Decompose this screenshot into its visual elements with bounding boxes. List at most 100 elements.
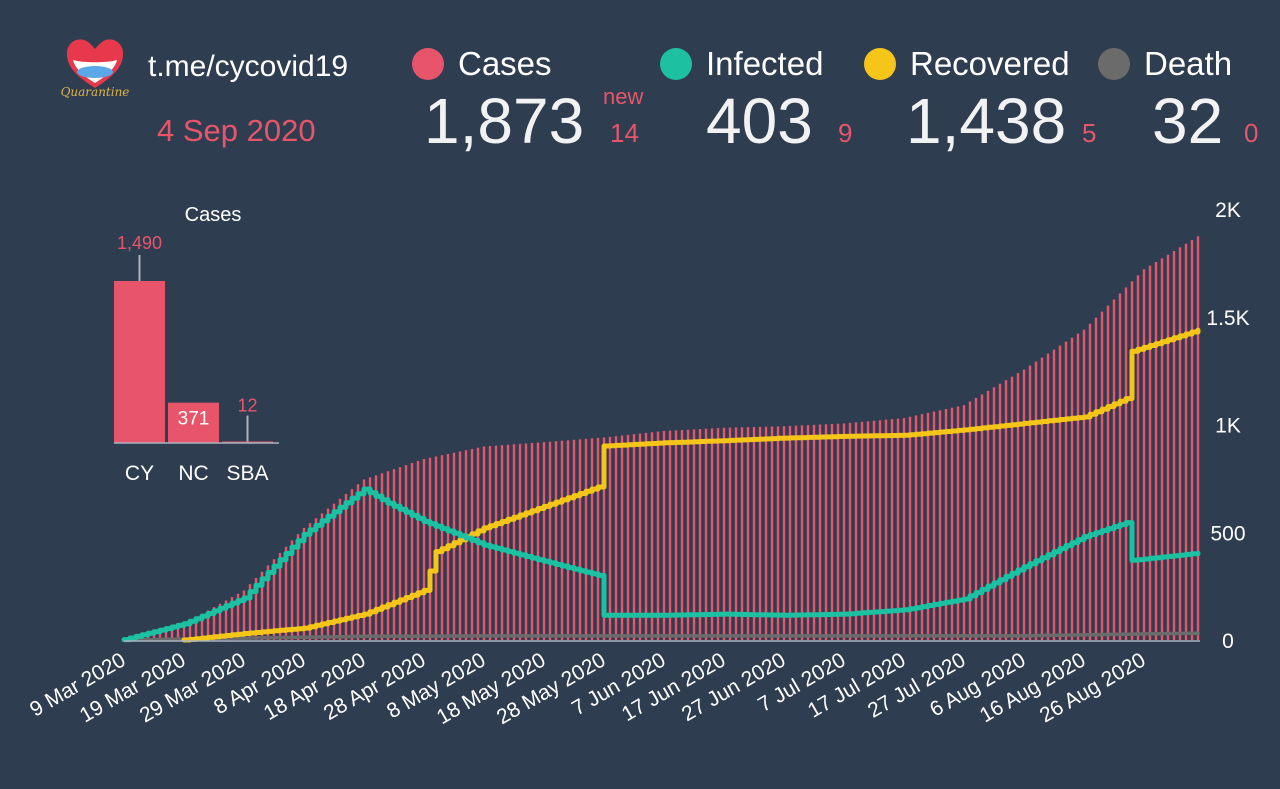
daily-case-bar xyxy=(1052,349,1056,640)
report-date: 4 Sep 2020 xyxy=(157,113,316,148)
daily-case-bar xyxy=(782,426,786,640)
daily-case-bar xyxy=(596,437,600,640)
daily-case-bar xyxy=(746,427,750,640)
daily-case-bar xyxy=(524,443,528,640)
daily-case-bar xyxy=(812,424,816,640)
daily-case-bar xyxy=(296,534,300,640)
region-category-label: NC xyxy=(178,462,208,485)
daily-case-bar xyxy=(212,607,216,640)
daily-case-bar xyxy=(722,427,726,640)
legend-death: Death xyxy=(1098,45,1232,83)
daily-case-bar xyxy=(1064,341,1068,640)
daily-case-bar xyxy=(866,421,870,640)
daily-case-bar xyxy=(680,429,684,640)
svg-text:Quarantine: Quarantine xyxy=(61,85,130,99)
daily-case-bar xyxy=(890,419,894,640)
daily-case-bar xyxy=(884,419,888,640)
daily-case-bar xyxy=(992,387,996,640)
daily-case-bar xyxy=(1196,236,1200,640)
y-tick-label: 1K xyxy=(1215,415,1241,438)
daily-case-bar xyxy=(770,426,774,640)
daily-case-bar xyxy=(1022,369,1026,640)
daily-case-bar xyxy=(404,465,408,640)
daily-case-bar xyxy=(536,442,540,640)
daily-case-bar xyxy=(590,438,594,640)
cases-label: Cases xyxy=(458,45,552,82)
daily-case-bar xyxy=(182,623,186,640)
daily-case-bar xyxy=(950,407,954,640)
trend-lines xyxy=(121,327,1201,643)
region-cases-chart: Cases 1,490 CY 371 NC 12 SBA xyxy=(114,204,279,485)
daily-case-bar xyxy=(458,451,462,640)
daily-case-bar xyxy=(224,600,228,640)
daily-case-bar xyxy=(356,484,360,640)
death-total: 32 xyxy=(1152,85,1224,157)
daily-case-bar xyxy=(1130,281,1134,640)
daily-case-bar xyxy=(704,428,708,640)
recovered-label: Recovered xyxy=(910,45,1070,82)
recovered-total: 1,438 xyxy=(906,85,1067,157)
daily-case-bar xyxy=(986,390,990,640)
new-label: new xyxy=(603,84,644,109)
daily-case-bar xyxy=(248,584,252,640)
legend-recovered: Recovered xyxy=(864,45,1070,83)
daily-case-bar xyxy=(896,418,900,640)
daily-case-bar xyxy=(410,463,414,640)
daily-case-bar xyxy=(938,410,942,640)
daily-case-bar xyxy=(290,540,294,640)
daily-case-bar xyxy=(800,425,804,640)
daily-case-bar xyxy=(1172,251,1176,640)
daily-case-bar xyxy=(1010,376,1014,640)
channel-link[interactable]: t.me/cycovid19 xyxy=(148,50,349,83)
region-category-label: SBA xyxy=(226,462,268,485)
daily-case-bar xyxy=(686,429,690,640)
daily-case-bar xyxy=(740,427,744,640)
daily-case-bar xyxy=(542,442,546,640)
daily-case-bar xyxy=(1160,258,1164,640)
daily-case-bar xyxy=(1058,345,1062,640)
daily-case-bar xyxy=(926,412,930,640)
daily-case-bar xyxy=(344,493,348,640)
daily-case-bar xyxy=(824,424,828,640)
daily-case-bar xyxy=(1034,361,1038,640)
daily-case-bar xyxy=(1118,293,1122,640)
daily-case-bar xyxy=(1070,337,1074,640)
y-tick-label: 2K xyxy=(1215,199,1241,222)
daily-case-bar xyxy=(1166,254,1170,640)
daily-case-bar xyxy=(314,518,318,640)
daily-case-bar xyxy=(386,471,390,640)
daily-case-bar xyxy=(830,423,834,640)
daily-case-bar xyxy=(218,603,222,640)
quarantine-logo: Quarantine xyxy=(61,39,130,99)
legend-infected: Infected xyxy=(660,45,823,83)
daily-case-bar xyxy=(1136,275,1140,640)
daily-case-bar xyxy=(860,421,864,640)
daily-case-bar xyxy=(254,577,258,640)
infected-label: Infected xyxy=(706,45,824,82)
daily-case-bar xyxy=(278,552,282,640)
daily-case-bar xyxy=(242,590,246,640)
daily-case-bar xyxy=(500,445,504,640)
y-tick-label: 0 xyxy=(1222,630,1234,653)
daily-case-bar xyxy=(266,565,270,640)
daily-case-bar xyxy=(1094,317,1098,640)
daily-case-bar xyxy=(434,456,438,640)
daily-case-bar xyxy=(398,467,402,640)
daily-case-bar xyxy=(326,508,330,640)
daily-case-bar xyxy=(560,440,564,640)
daily-case-bar xyxy=(932,411,936,640)
daily-case-bar xyxy=(602,437,606,640)
death-line xyxy=(122,631,1200,642)
daily-case-bar xyxy=(920,414,924,640)
daily-case-bar xyxy=(626,434,630,640)
daily-case-bar xyxy=(656,431,660,640)
daily-case-bar xyxy=(308,523,312,640)
daily-case-bar xyxy=(650,432,654,640)
daily-case-bar xyxy=(470,448,474,640)
region-chart-title: Cases xyxy=(185,204,242,226)
daily-case-bar xyxy=(1106,305,1110,640)
daily-case-bar xyxy=(728,427,732,640)
daily-case-bar xyxy=(1004,380,1008,640)
daily-case-bar xyxy=(710,428,714,640)
daily-case-bar xyxy=(674,430,678,640)
